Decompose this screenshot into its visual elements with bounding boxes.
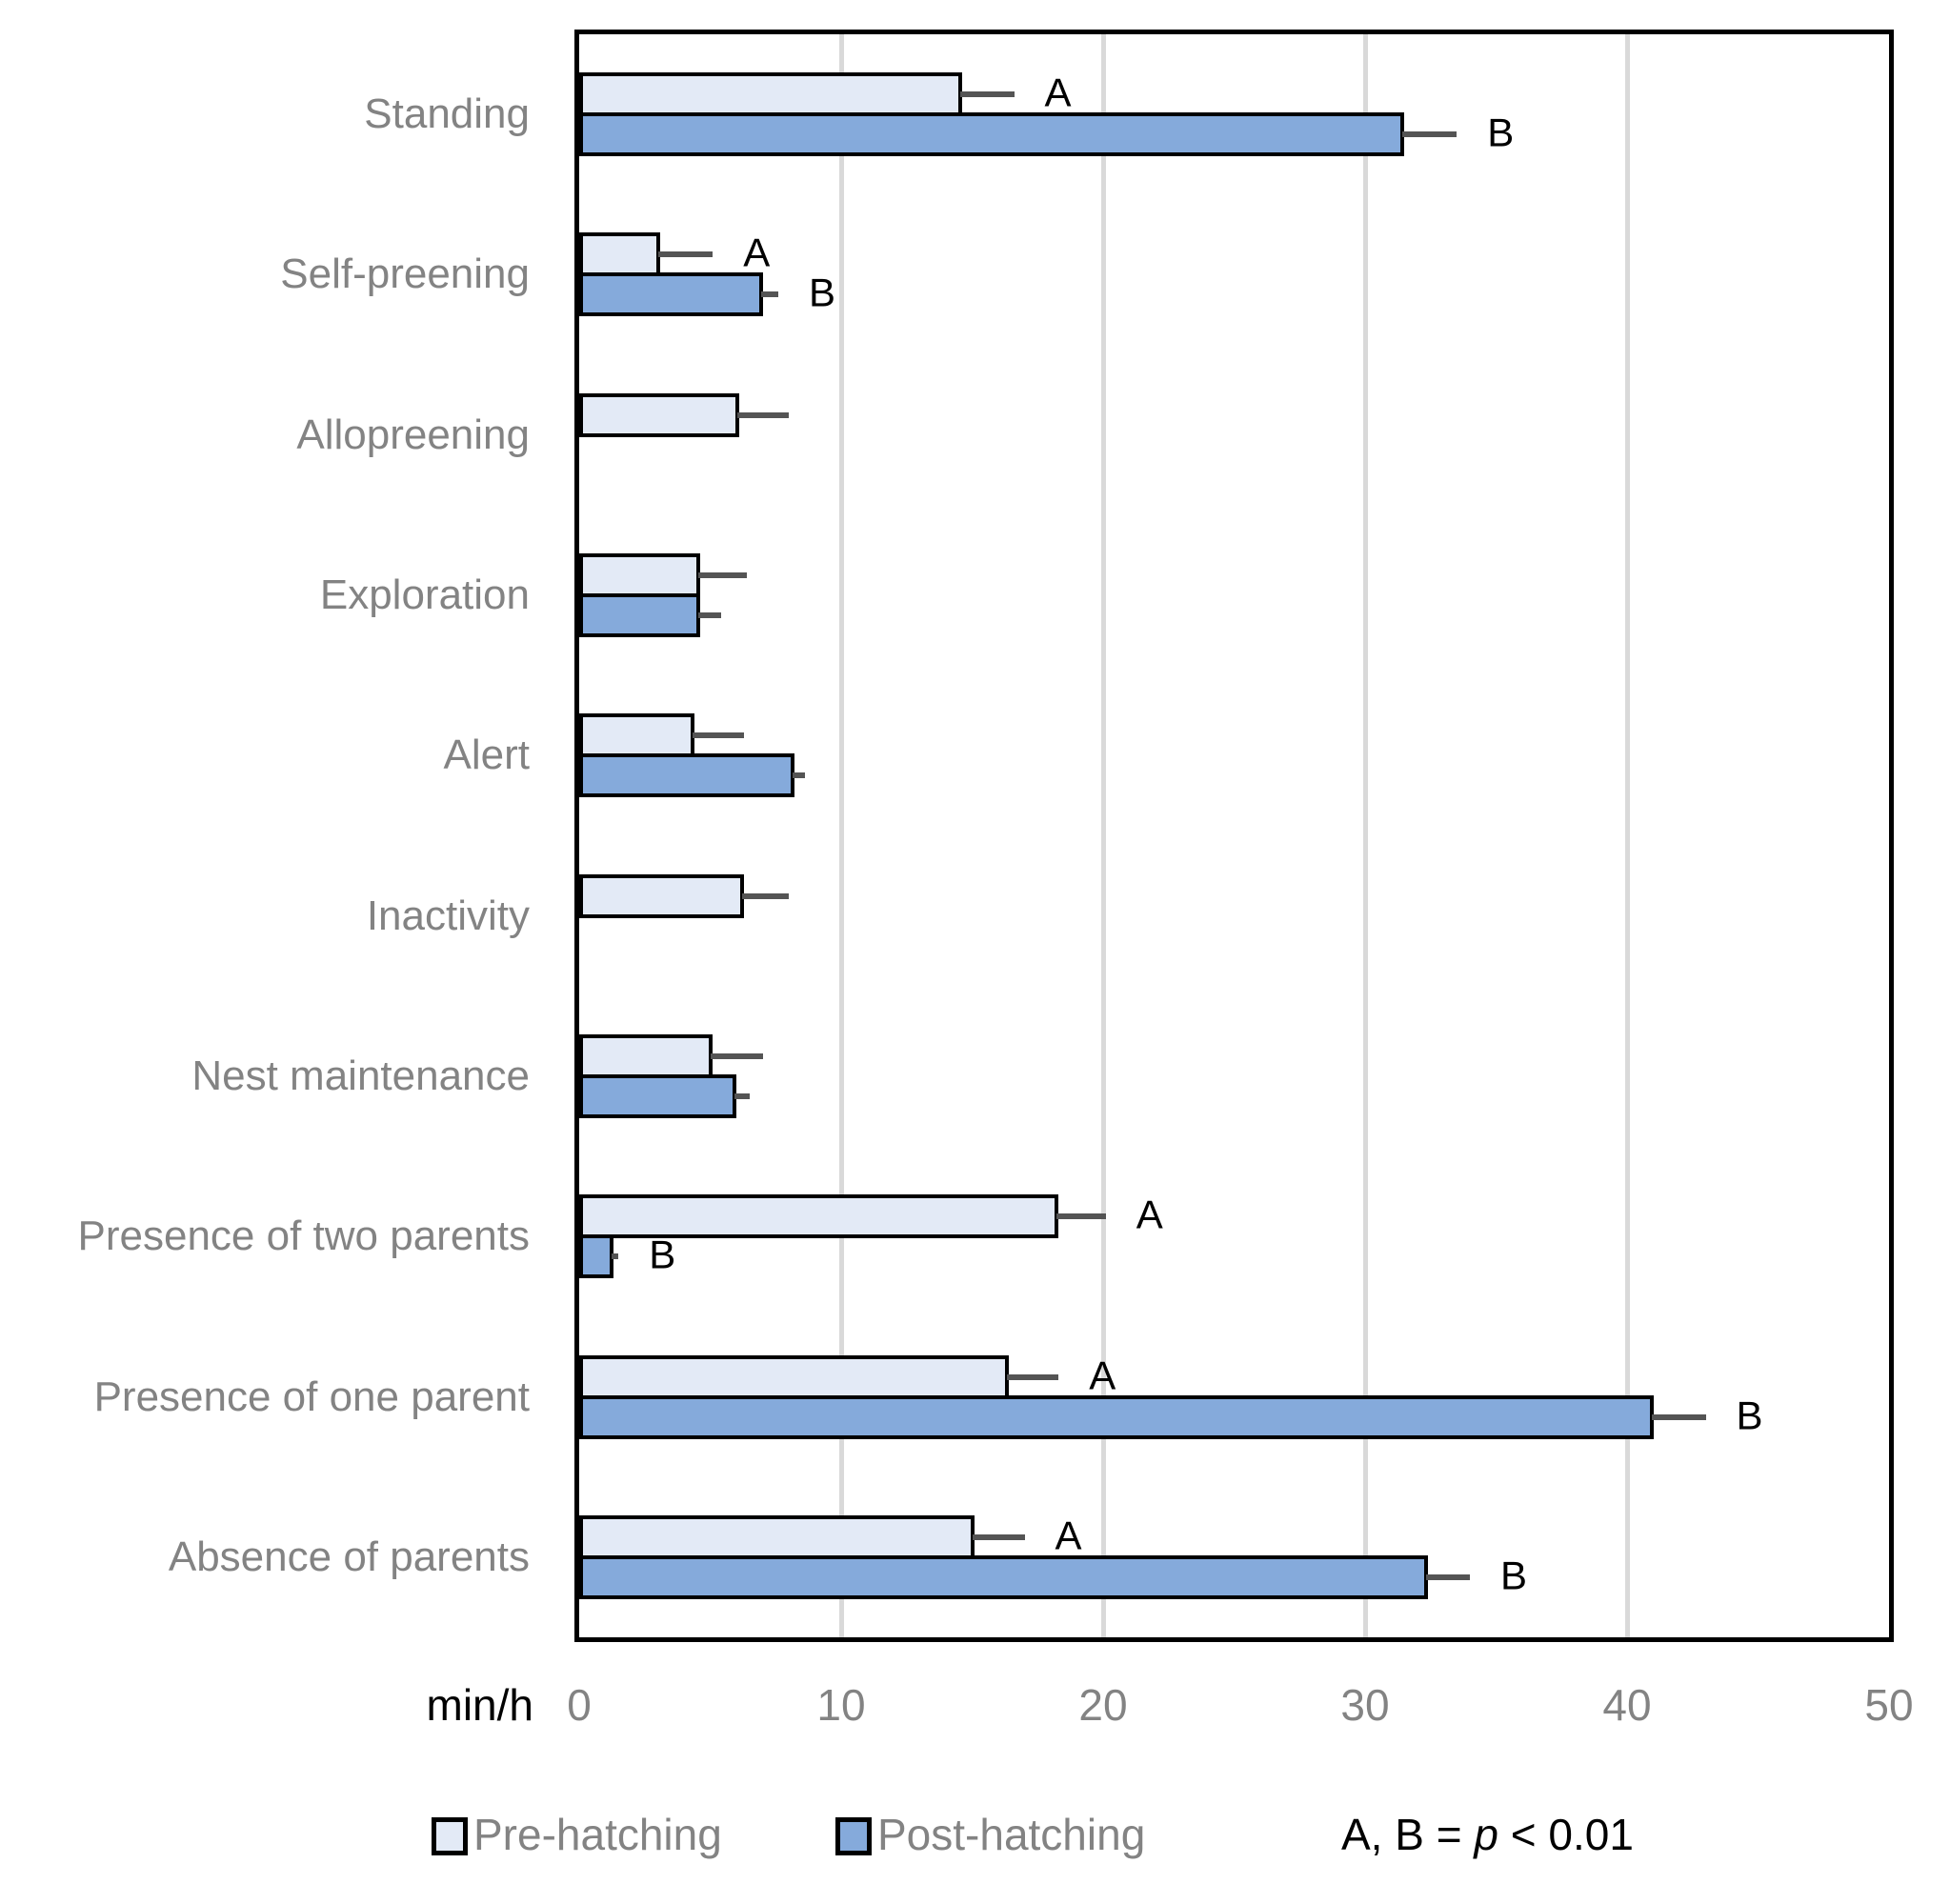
error-bar-post-hatching-presence-of-two-parents	[611, 1253, 619, 1260]
x-axis-unit-label: min/h	[426, 1680, 533, 1730]
category-label-presence-of-one-parent: Presence of one parent	[93, 1373, 530, 1420]
legend-label-pre-hatching: Pre-hatching	[473, 1810, 722, 1859]
bar-pre-hatching-presence-of-two-parents	[579, 1194, 1059, 1239]
error-bar-pre-hatching-presence-of-one-parent	[1007, 1373, 1059, 1380]
bar-post-hatching-alert	[579, 753, 794, 798]
error-bar-post-hatching-nest-maintenance	[734, 1092, 750, 1099]
significance-letter-pre-hatching-absence-of-parents: A	[1055, 1513, 1082, 1558]
error-bar-post-hatching-standing	[1402, 131, 1457, 138]
error-bar-post-hatching-alert	[792, 772, 805, 779]
bar-pre-hatching-standing	[579, 72, 962, 117]
significance-note-p: p	[1474, 1810, 1498, 1859]
bar-pre-hatching-alert	[579, 713, 694, 758]
error-bar-post-hatching-presence-of-one-parent	[1651, 1413, 1706, 1420]
category-label-inactivity: Inactivity	[366, 892, 530, 939]
category-label-presence-of-two-parents: Presence of two parents	[77, 1213, 530, 1260]
error-bar-pre-hatching-exploration	[697, 572, 747, 579]
error-bar-pre-hatching-absence-of-parents	[973, 1533, 1025, 1540]
significance-letter-post-hatching-presence-of-two-parents: B	[649, 1232, 676, 1277]
bar-pre-hatching-allopreening	[579, 392, 739, 437]
category-label-self-preening: Self-preening	[280, 251, 530, 298]
category-label-allopreening: Allopreening	[296, 411, 530, 458]
category-label-alert: Alert	[443, 732, 530, 779]
gridline-40	[1625, 34, 1630, 1637]
significance-letter-post-hatching-self-preening: B	[809, 270, 836, 315]
bar-pre-hatching-exploration	[579, 553, 700, 598]
error-bar-pre-hatching-presence-of-two-parents	[1056, 1213, 1106, 1220]
bar-post-hatching-standing	[579, 112, 1405, 157]
category-axis-labels: Standing Self-preening Allopreening Explora…	[0, 34, 551, 1637]
category-label-absence-of-parents: Absence of parents	[168, 1533, 530, 1580]
gridline-10	[839, 34, 844, 1637]
x-tick-10: 10	[816, 1680, 866, 1730]
error-bar-post-hatching-exploration	[697, 612, 721, 619]
error-bar-pre-hatching-allopreening	[736, 411, 789, 418]
error-bar-pre-hatching-inactivity	[742, 892, 789, 899]
significance-letter-post-hatching-presence-of-one-parent: B	[1736, 1392, 1763, 1437]
bar-post-hatching-presence-of-two-parents	[579, 1234, 613, 1279]
bar-post-hatching-nest-maintenance	[579, 1073, 736, 1118]
significance-letter-pre-hatching-presence-of-two-parents: A	[1136, 1192, 1163, 1237]
bar-post-hatching-presence-of-one-parent	[579, 1394, 1654, 1439]
x-tick-40: 40	[1602, 1680, 1652, 1730]
bar-post-hatching-absence-of-parents	[579, 1554, 1428, 1599]
category-label-nest-maintenance: Nest maintenance	[191, 1052, 530, 1099]
error-bar-post-hatching-absence-of-parents	[1426, 1573, 1470, 1580]
significance-letter-pre-hatching-presence-of-one-parent: A	[1089, 1352, 1116, 1397]
significance-letter-post-hatching-standing: B	[1487, 110, 1515, 155]
category-label-exploration: Exploration	[319, 571, 530, 619]
significance-note-suffix: < 0.01	[1498, 1810, 1634, 1859]
pre-hatching-swatch	[432, 1817, 468, 1855]
bar-pre-hatching-absence-of-parents	[579, 1514, 975, 1559]
significance-note: A, B = p < 0.01	[1341, 1808, 1634, 1861]
error-bar-pre-hatching-alert	[693, 732, 745, 739]
post-hatching-swatch	[835, 1817, 872, 1855]
significance-letter-post-hatching-absence-of-parents: B	[1500, 1553, 1528, 1598]
x-tick-20: 20	[1078, 1680, 1128, 1730]
error-bar-post-hatching-self-preening	[760, 291, 778, 298]
significance-note-prefix: A, B =	[1341, 1810, 1475, 1859]
x-tick-30: 30	[1340, 1680, 1390, 1730]
bar-post-hatching-self-preening	[579, 272, 763, 317]
legend-label-post-hatching: Post-hatching	[877, 1810, 1146, 1859]
bar-pre-hatching-nest-maintenance	[579, 1033, 714, 1078]
bar-pre-hatching-inactivity	[579, 873, 745, 918]
x-tick-50: 50	[1864, 1680, 1914, 1730]
gridline-30	[1363, 34, 1368, 1637]
bar-pre-hatching-self-preening	[579, 232, 661, 277]
x-axis: min/h 0 10 20 30 40 50	[0, 1678, 1950, 1745]
legend: Pre-hatching Post-hatching A, B = p < 0.…	[0, 1808, 1950, 1884]
gridline-20	[1101, 34, 1106, 1637]
error-bar-pre-hatching-self-preening	[658, 251, 714, 258]
error-bar-pre-hatching-nest-maintenance	[711, 1052, 763, 1059]
significance-letter-pre-hatching-self-preening: A	[743, 230, 771, 275]
x-tick-0: 0	[567, 1680, 592, 1730]
bar-pre-hatching-presence-of-one-parent	[579, 1354, 1009, 1399]
category-label-standing: Standing	[364, 90, 530, 138]
significance-letter-pre-hatching-standing: A	[1044, 70, 1072, 115]
error-bar-pre-hatching-standing	[959, 91, 1015, 98]
bar-post-hatching-exploration	[579, 593, 700, 638]
